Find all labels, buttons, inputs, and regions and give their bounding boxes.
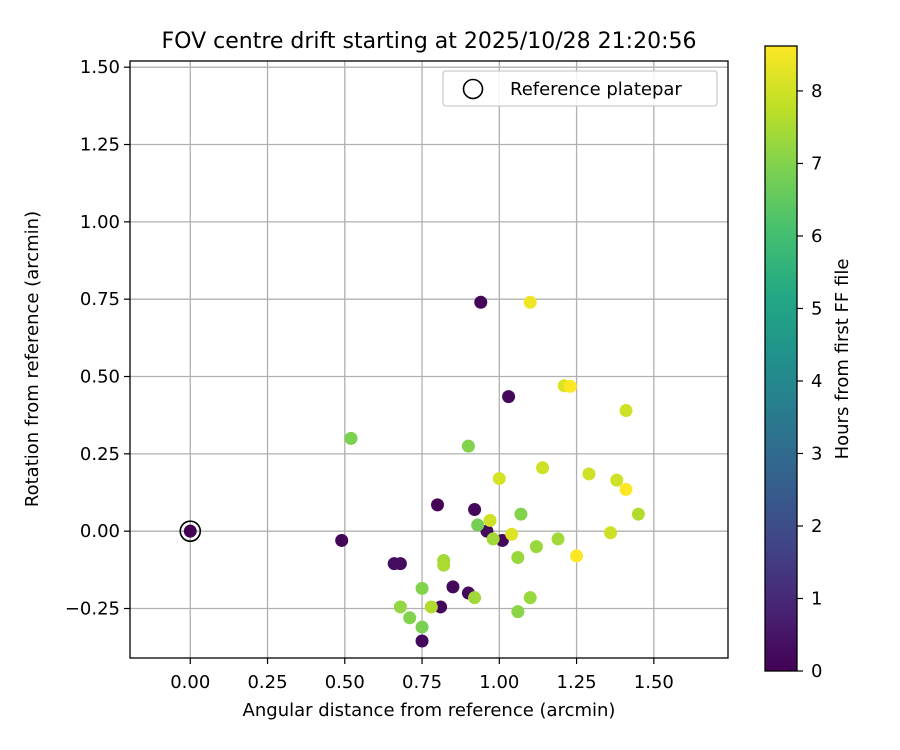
y-axis-label: Rotation from reference (arcmin) — [22, 211, 43, 507]
y-tick-label: 1.25 — [80, 135, 120, 156]
legend: Reference platepar — [442, 70, 718, 107]
colorbar-tick-label: 5 — [811, 298, 822, 319]
colorbar-tick-label: 2 — [811, 516, 822, 537]
data-point — [514, 507, 528, 521]
y-tick-label: −0.25 — [65, 599, 120, 620]
colorbar-label: Hours from first FF file — [832, 259, 853, 460]
colorbar-gradient — [764, 45, 798, 672]
data-point — [582, 467, 596, 481]
colorbar-tick-label: 6 — [811, 226, 822, 247]
data-point — [492, 472, 506, 486]
grid — [130, 61, 728, 658]
colorbar-tick-label: 7 — [811, 153, 822, 174]
x-tick-label: 0.50 — [325, 672, 365, 693]
data-point — [344, 431, 358, 445]
data-points — [179, 295, 645, 648]
data-point — [430, 498, 444, 512]
y-tick-label: 1.00 — [80, 212, 120, 233]
x-axis-ticks: 0.00 0.25 0.50 0.75 1.00 1.25 1.50 — [170, 658, 674, 693]
data-point — [604, 526, 618, 540]
colorbar-tick-label: 1 — [811, 588, 822, 609]
data-point — [474, 295, 488, 309]
data-point — [502, 390, 516, 404]
data-point — [631, 507, 645, 521]
colorbar-tick-label: 4 — [811, 371, 822, 392]
data-point — [393, 600, 407, 614]
data-point — [335, 533, 349, 547]
x-axis-label: Angular distance from reference (arcmin) — [243, 700, 616, 721]
reference-platepar-marker — [179, 520, 202, 542]
data-point — [483, 513, 497, 527]
data-point — [403, 611, 417, 625]
x-tick-label: 0.25 — [247, 672, 287, 693]
colorbar-tick-label: 0 — [811, 661, 822, 682]
data-point — [529, 540, 543, 554]
data-point — [570, 549, 584, 563]
y-tick-label: 1.50 — [80, 57, 120, 78]
legend-marker-icon — [462, 78, 484, 100]
y-tick-label: 0.75 — [80, 289, 120, 310]
data-point — [415, 634, 429, 648]
colorbar: 0 1 2 3 4 5 6 7 8 Hours from first FF file — [764, 45, 853, 682]
y-tick-label: 0.50 — [80, 367, 120, 388]
data-point — [446, 580, 460, 594]
data-point — [434, 600, 448, 614]
data-point — [619, 404, 633, 418]
legend-box — [442, 70, 718, 107]
data-point — [619, 482, 633, 496]
data-point — [486, 532, 500, 546]
colorbar-tick-label: 3 — [811, 443, 822, 464]
x-tick-label: 0.75 — [402, 672, 442, 693]
data-point — [505, 527, 519, 541]
data-point — [511, 605, 525, 619]
x-tick-label: 0.00 — [170, 672, 210, 693]
x-tick-label: 1.50 — [634, 672, 674, 693]
y-tick-label: 0.25 — [80, 444, 120, 465]
data-point — [468, 503, 482, 517]
colorbar-ticks: 0 1 2 3 4 5 6 7 8 — [797, 81, 822, 682]
data-point — [610, 473, 624, 487]
reference-point — [183, 524, 197, 538]
data-point — [415, 620, 429, 634]
x-tick-label: 1.00 — [479, 672, 519, 693]
data-point — [461, 439, 475, 453]
data-point — [511, 550, 525, 564]
data-point — [523, 591, 537, 605]
data-point — [551, 532, 565, 546]
data-point — [523, 295, 537, 309]
data-point — [437, 558, 451, 572]
legend-label: Reference platepar — [510, 79, 682, 100]
data-point — [424, 600, 438, 614]
chart-title: FOV centre drift starting at 2025/10/28 … — [162, 29, 697, 54]
data-point — [468, 591, 482, 605]
data-point — [471, 518, 485, 532]
colorbar-tick-label: 8 — [811, 81, 822, 102]
data-point — [415, 581, 429, 595]
plot-frame — [129, 60, 729, 659]
data-point — [563, 379, 577, 393]
data-point — [536, 461, 550, 475]
y-tick-label: 0.00 — [80, 521, 120, 542]
x-tick-label: 1.25 — [557, 672, 597, 693]
y-axis-ticks: −0.25 0.00 0.25 0.50 0.75 1.00 1.25 1.50 — [65, 57, 130, 620]
data-point — [393, 557, 407, 571]
